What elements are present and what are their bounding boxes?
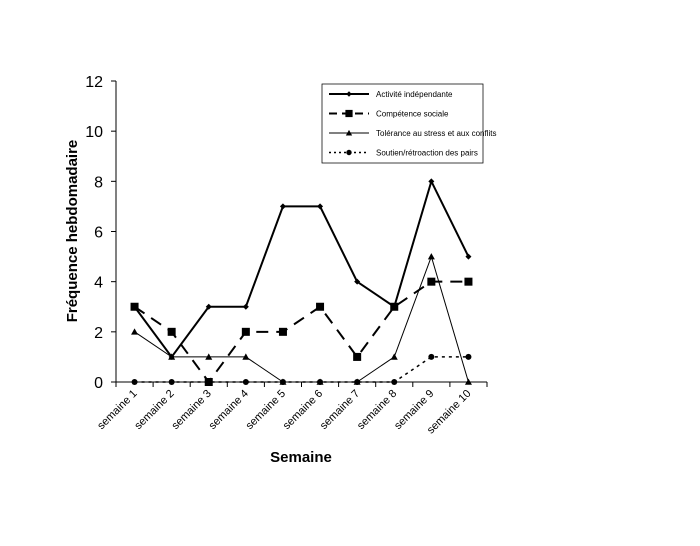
- data-point-square: [427, 277, 436, 286]
- series-line: [133, 178, 470, 359]
- data-point-diamond: [465, 253, 472, 260]
- series-diamond: [131, 178, 472, 360]
- y-tick-label: 4: [94, 275, 103, 292]
- data-point-circle: [279, 379, 286, 385]
- data-point-triangle: [345, 129, 353, 136]
- data-point-circle: [242, 379, 249, 385]
- data-point-triangle: [242, 353, 250, 360]
- x-axis-title: Semaine: [270, 449, 332, 466]
- series-layer: [130, 178, 473, 386]
- data-point-circle: [465, 353, 472, 360]
- data-point-circle: [131, 379, 138, 385]
- y-tick-label: 6: [94, 225, 103, 242]
- data-point-circle: [346, 149, 352, 156]
- data-point-triangle: [427, 253, 435, 260]
- series-square: [130, 277, 473, 386]
- data-point-triangle: [390, 353, 398, 360]
- data-point-circle: [391, 379, 398, 385]
- data-point-triangle: [168, 353, 176, 360]
- legend-label: Compétence sociale: [376, 110, 449, 119]
- legend-label: Tolérance au stress et aux conflits: [376, 129, 497, 138]
- data-point-circle: [168, 379, 175, 385]
- data-point-diamond: [354, 278, 361, 285]
- legend: Activité indépendante Compétence sociale T…: [321, 83, 497, 164]
- data-point-square: [316, 302, 325, 311]
- y-axis-title: Fréquence hebdomadaire: [64, 140, 81, 323]
- series-circle: [131, 353, 472, 385]
- data-point-diamond: [279, 203, 286, 210]
- data-point-circle: [317, 379, 324, 385]
- y-tick-label: 0: [94, 375, 103, 392]
- data-point-circle: [205, 379, 212, 385]
- legend-label: Activité indépendante: [376, 90, 453, 99]
- data-point-square: [464, 277, 473, 286]
- data-point-square: [167, 327, 176, 336]
- data-point-triangle: [464, 378, 472, 385]
- data-point-square: [278, 327, 287, 336]
- y-tick-label: 12: [85, 74, 103, 91]
- data-point-triangle: [205, 353, 213, 360]
- series-line: [133, 280, 469, 384]
- legend-label: Soutien/rétroaction des pairs: [376, 149, 478, 158]
- data-point-diamond: [317, 203, 324, 210]
- data-point-square: [130, 302, 139, 311]
- data-point-diamond: [428, 178, 435, 185]
- data-point-circle: [354, 379, 361, 385]
- series-line: [134, 356, 469, 383]
- data-point-triangle: [131, 328, 139, 335]
- data-point-diamond: [346, 91, 352, 97]
- series-line: [134, 254, 469, 383]
- data-point-circle: [428, 353, 435, 360]
- data-point-square: [241, 327, 250, 336]
- y-tick-label: 10: [85, 124, 103, 141]
- data-point-diamond: [242, 303, 249, 310]
- data-point-diamond: [205, 303, 212, 310]
- y-tick-label: 8: [94, 174, 103, 191]
- data-point-square: [345, 109, 353, 118]
- y-tick-label: 2: [94, 325, 103, 342]
- data-point-square: [353, 352, 362, 361]
- data-point-square: [390, 302, 399, 311]
